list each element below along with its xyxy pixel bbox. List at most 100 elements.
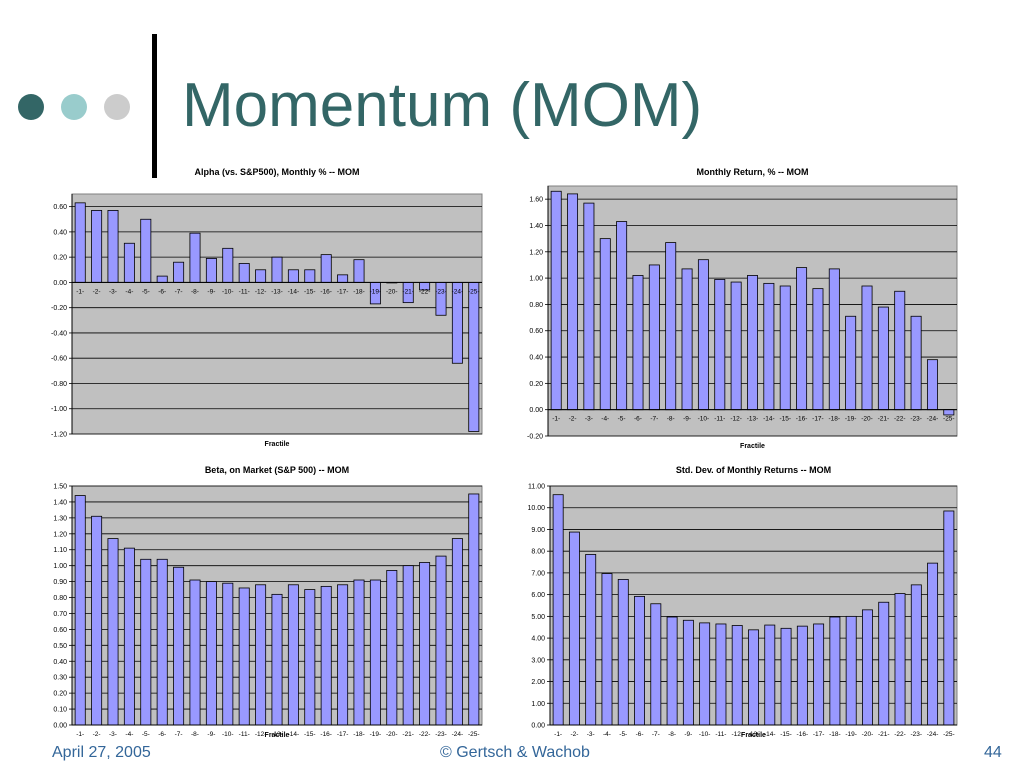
bar [699, 622, 711, 726]
chart-alpha: 0.60 0.40 0.20 0.00 -0.20 -0.40 -0.60 -0.80 -1.0… [6, 164, 504, 452]
x-tick-label: -11- [239, 731, 250, 738]
bar [715, 623, 727, 726]
x-tick-label: -20- [386, 731, 398, 738]
x-tick-label: -5- [618, 416, 626, 423]
x-tick-label: -17- [812, 416, 824, 423]
y-tick-label: 0.00 [531, 723, 545, 730]
bar [74, 495, 86, 726]
x-tick-label: -9- [207, 288, 215, 295]
bar [748, 629, 759, 726]
bar [943, 409, 955, 416]
bar [943, 510, 955, 726]
x-tick-label: -17- [813, 731, 825, 738]
x-tick-label: -19- [370, 731, 382, 738]
bar [419, 562, 431, 726]
bar [779, 285, 791, 411]
x-tick-label: -13- [748, 731, 760, 738]
bar [222, 247, 234, 283]
x-tick-label: -24- [927, 731, 939, 738]
bar [91, 210, 103, 283]
bar [714, 279, 726, 411]
x-tick-label: -13- [747, 416, 759, 423]
bar [617, 579, 629, 726]
bar [926, 359, 938, 411]
x-tick-label: -17- [337, 288, 349, 295]
bar [601, 573, 613, 726]
dot-light-icon [61, 94, 87, 120]
bar [320, 254, 332, 283]
x-tick-label: -19- [845, 416, 857, 423]
x-tick-label: -14- [288, 288, 300, 295]
x-tick-label: -1- [554, 731, 562, 738]
y-tick-label: 11.00 [528, 484, 545, 491]
x-tick-label: -23- [435, 288, 447, 295]
bar [304, 589, 316, 726]
x-tick-label: -2- [569, 416, 577, 423]
bar [568, 531, 580, 726]
x-tick-label: -23- [911, 731, 923, 738]
x-tick-label: -1- [76, 731, 84, 738]
x-tick-label: -25- [943, 416, 955, 423]
x-tick-label: -14- [763, 416, 775, 423]
x-tick-label: -16- [796, 416, 808, 423]
x-tick-label: -12- [730, 416, 742, 423]
decorative-dots [18, 94, 130, 122]
bar [862, 609, 873, 726]
bar [435, 555, 447, 726]
chart-svg: 11.00 10.00 9.00 8.00 7.00 6.00 5.00 4.00 3.00 2.… [527, 465, 958, 739]
bar [731, 625, 743, 726]
y-tick-label: 5.00 [531, 614, 545, 621]
x-tick-label: -13- [271, 288, 283, 295]
bar [634, 595, 645, 726]
bar [205, 258, 217, 283]
x-tick-label: -14- [288, 731, 300, 738]
x-tick-label: -22- [894, 416, 906, 423]
y-tick-label: 1.20 [53, 531, 67, 538]
y-tick-label: 3.00 [531, 657, 545, 664]
x-tick-label: -11- [714, 416, 725, 423]
page-title: Momentum (MOM) [182, 71, 703, 140]
x-tick-label: -6- [636, 731, 644, 738]
x-tick-label: -22- [419, 731, 431, 738]
y-tick-label: 1.40 [53, 499, 67, 506]
bar [238, 263, 250, 283]
bar [238, 587, 250, 726]
x-tick-label: -2- [93, 731, 101, 738]
y-tick-label: 1.40 [529, 223, 543, 230]
x-tick-label: -15- [304, 731, 316, 738]
bar [189, 579, 201, 726]
x-tick-label: -10- [698, 416, 710, 423]
footer-page-number: 44 [984, 744, 1002, 761]
bar [648, 264, 660, 411]
y-tick-label: -0.20 [527, 434, 543, 441]
bar [845, 615, 857, 726]
bar [812, 288, 824, 411]
footer-copyright: © Gertsch & Wachob [440, 744, 590, 761]
bar [796, 267, 808, 411]
y-tick-label: 1.00 [529, 276, 543, 283]
bar [468, 493, 480, 726]
bar [878, 601, 890, 726]
x-tick-label: -6- [634, 416, 642, 423]
bar [353, 579, 365, 726]
y-tick-label: -0.20 [51, 305, 67, 312]
bar [650, 603, 662, 726]
x-tick-label: -4- [125, 731, 133, 738]
bar [829, 616, 841, 726]
bar [156, 275, 168, 283]
x-tick-label: -12- [255, 731, 267, 738]
x-tick-label: -23- [910, 416, 922, 423]
x-axis-title: Fractile [265, 732, 290, 739]
bar [550, 190, 562, 411]
bar [764, 624, 776, 726]
bar [320, 585, 332, 726]
x-tick-label: -3- [109, 288, 117, 295]
footer-date: April 27, 2005 [52, 744, 151, 761]
x-tick-label: -21- [402, 731, 414, 738]
x-tick-label: -10- [222, 731, 234, 738]
title-divider [152, 34, 157, 178]
x-tick-label: -17- [337, 731, 349, 738]
x-tick-label: -4- [601, 416, 609, 423]
x-tick-label: -8- [191, 731, 199, 738]
x-tick-label: -15- [779, 416, 791, 423]
